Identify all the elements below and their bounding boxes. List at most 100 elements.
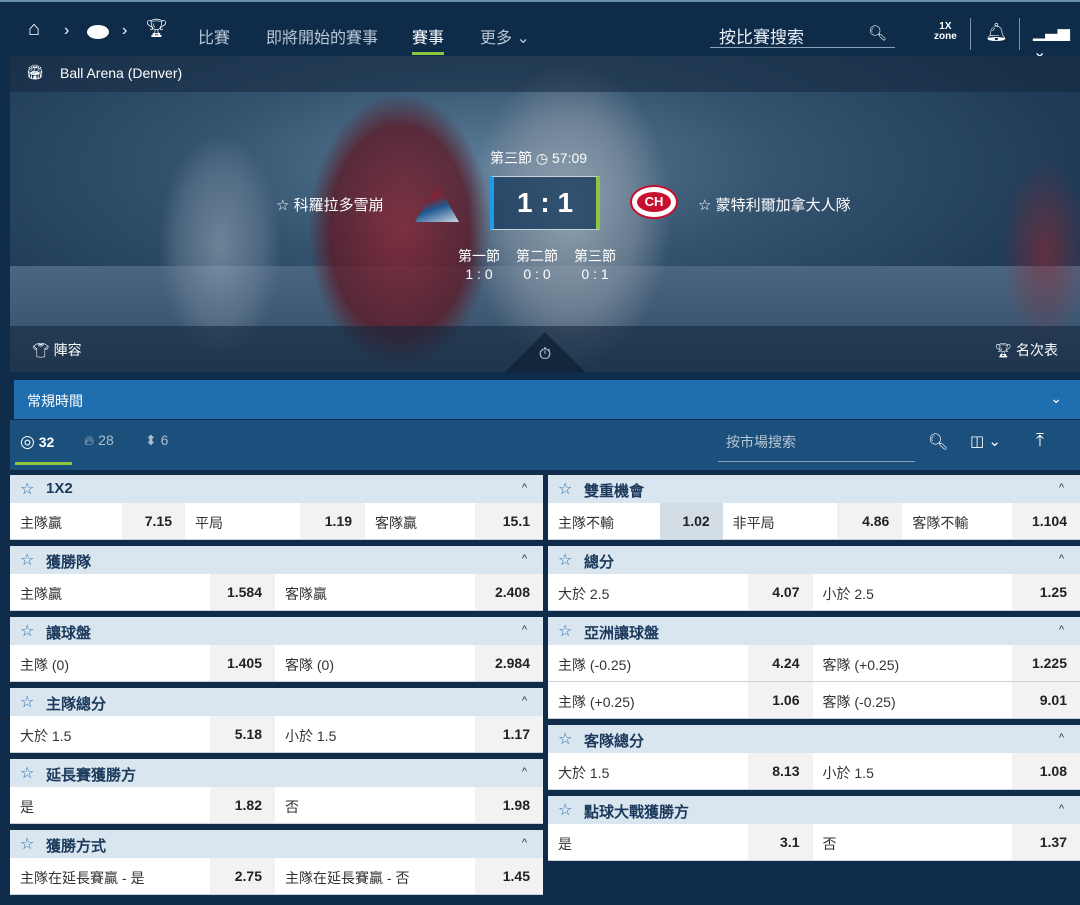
chevron-up-icon[interactable]: ^ [1058,803,1064,815]
outcome-label[interactable]: 小於 2.5 [822,586,874,602]
chevron-up-icon[interactable]: ^ [521,837,527,849]
outcome-label[interactable]: 客隊不輸 [912,515,969,531]
outcome-label[interactable]: 平局 [195,515,223,531]
odds-button[interactable]: 1.405 [210,645,275,681]
odds-button[interactable]: 3.1 [747,824,813,860]
odds-button[interactable]: 1.82 [210,787,275,823]
home-team[interactable]: ☆ 科羅拉多雪崩 [276,194,384,215]
away-team[interactable]: ☆ 蒙特利爾加拿大人隊 [698,194,851,215]
chevron-up-icon[interactable]: ^ [1058,624,1064,636]
market-header[interactable]: ☆ 獲勝隊 ^ [10,546,543,574]
outcome-label[interactable]: 主隊不輸 [558,515,614,531]
star-icon[interactable]: ☆ [558,481,573,498]
layout-columns-icon[interactable]: ◫ ⌄ [970,433,1001,450]
outcome-label[interactable]: 主隊在延長賽贏 - 是 [20,870,145,886]
trophy-icon[interactable]: 🏆︎ [145,18,168,38]
odds-button[interactable]: 1.25 [1012,574,1080,610]
market-header[interactable]: ☆ 主隊總分 ^ [10,688,543,716]
chevron-up-icon[interactable]: ^ [521,695,527,707]
star-icon[interactable]: ☆ [20,694,35,711]
market-search-input[interactable]: 按市場搜索 [718,432,915,462]
search-icon[interactable]: 🔍︎ [928,434,949,451]
nav-matches[interactable]: 比賽 [198,30,231,47]
nav-events[interactable]: 賽事 [412,24,445,55]
1x-zone-button[interactable]: 1X zone [934,22,957,42]
market-header[interactable]: ☆ 總分 ^ [548,546,1080,574]
odds-button[interactable]: 2.408 [475,574,543,610]
collapse-all-icon[interactable]: ⤒ [1036,430,1044,450]
outcome-label[interactable]: 是 [20,799,34,815]
odds-button[interactable]: 1.45 [475,858,543,894]
outcome-label[interactable]: 客隊 (+0.25) [822,657,900,673]
outcome-label[interactable]: 主隊贏 [20,515,62,531]
odds-button[interactable]: 1.19 [300,503,365,539]
market-header[interactable]: ☆ 獲勝方式 ^ [10,830,543,858]
standings-button[interactable]: 🏆︎ 名次表 [994,340,1058,360]
outcome-label[interactable]: 客隊贏 [285,586,327,602]
chevron-up-icon[interactable]: ^ [1058,482,1064,494]
outcome-label[interactable]: 非平局 [732,515,775,531]
star-icon[interactable]: ☆ [20,552,35,569]
outcome-label[interactable]: 是 [558,836,572,852]
odds-button[interactable]: 2.984 [475,645,543,681]
outcome-label[interactable]: 大於 2.5 [558,586,610,602]
market-header[interactable]: ☆ 亞洲讓球盤 ^ [548,617,1080,645]
odds-button[interactable]: 1.225 [1012,645,1080,681]
hockey-puck-icon[interactable] [87,25,109,39]
market-header[interactable]: ☆ 讓球盤 ^ [10,617,543,645]
outcome-label[interactable]: 主隊 (-0.25) [558,657,632,673]
odds-button[interactable]: 5.18 [210,716,275,752]
odds-button[interactable]: 1.37 [1012,824,1080,860]
bell-icon[interactable]: 🔔︎ [985,22,1008,42]
odds-button[interactable]: 1.98 [475,787,543,823]
odds-button[interactable]: 1.17 [475,716,543,752]
star-icon[interactable]: ☆ [276,197,294,214]
outcome-label[interactable]: 客隊 (0) [285,657,334,673]
outcome-label[interactable]: 主隊在延長賽贏 - 否 [285,870,410,886]
home-icon[interactable]: ⌂ [28,18,41,40]
odds-button[interactable]: 15.1 [475,503,543,539]
chevron-up-icon[interactable]: ^ [1058,732,1064,744]
filter-hot[interactable]: 🔥︎ 28 [84,432,114,449]
regular-time-dropdown[interactable]: 常規時間 ⌄ [14,380,1080,419]
market-header[interactable]: ☆ 延長賽獲勝方 ^ [10,759,543,787]
outcome-label[interactable]: 否 [285,799,299,815]
star-icon[interactable]: ☆ [558,802,573,819]
star-icon[interactable]: ☆ [20,765,35,782]
outcome-label[interactable]: 客隊 (-0.25) [822,694,896,710]
market-header[interactable]: ☆ 客隊總分 ^ [548,725,1080,753]
market-header[interactable]: ☆ 點球大戰獲勝方 ^ [548,796,1080,824]
star-icon[interactable]: ☆ [558,731,573,748]
odds-button[interactable]: 1.02 [659,503,723,539]
chevron-up-icon[interactable]: ^ [521,553,527,565]
odds-button[interactable]: 1.584 [210,574,275,610]
chevron-up-icon[interactable]: ^ [521,482,527,494]
filter-updown[interactable]: ⬍ 6 [145,432,168,449]
odds-button[interactable]: 4.07 [747,574,813,610]
outcome-label[interactable]: 小於 1.5 [822,765,874,781]
outcome-label[interactable]: 大於 1.5 [558,765,610,781]
outcome-label[interactable]: 主隊 (0) [20,657,69,673]
outcome-label[interactable]: 客隊贏 [375,515,417,531]
star-icon[interactable]: ☆ [20,623,35,640]
lineup-button[interactable]: 👕︎ 陣容 [32,340,82,360]
star-icon[interactable]: ☆ [558,552,573,569]
odds-button[interactable]: 4.24 [747,645,813,681]
search-icon[interactable]: 🔍︎ [867,25,887,42]
market-header[interactable]: ☆ 雙重機會 ^ [548,475,1080,503]
odds-button[interactable]: 7.15 [122,503,185,539]
star-icon[interactable]: ☆ [558,623,573,640]
odds-button[interactable]: 8.13 [747,753,813,789]
chevron-up-icon[interactable]: ^ [521,624,527,636]
star-icon[interactable]: ☆ [20,481,35,498]
nav-more[interactable]: 更多 ⌄ [480,24,530,48]
odds-button[interactable]: 4.86 [837,503,903,539]
odds-button[interactable]: 9.01 [1012,682,1080,718]
star-icon[interactable]: ☆ [698,197,716,214]
odds-button[interactable]: 1.08 [1012,753,1080,789]
timeline-toggle[interactable]: ⏱︎ [505,332,585,372]
chevron-up-icon[interactable]: ^ [521,766,527,778]
match-search-input[interactable]: 按比賽搜索 🔍︎ [710,20,895,48]
outcome-label[interactable]: 小於 1.5 [285,728,337,744]
star-icon[interactable]: ☆ [20,836,35,853]
